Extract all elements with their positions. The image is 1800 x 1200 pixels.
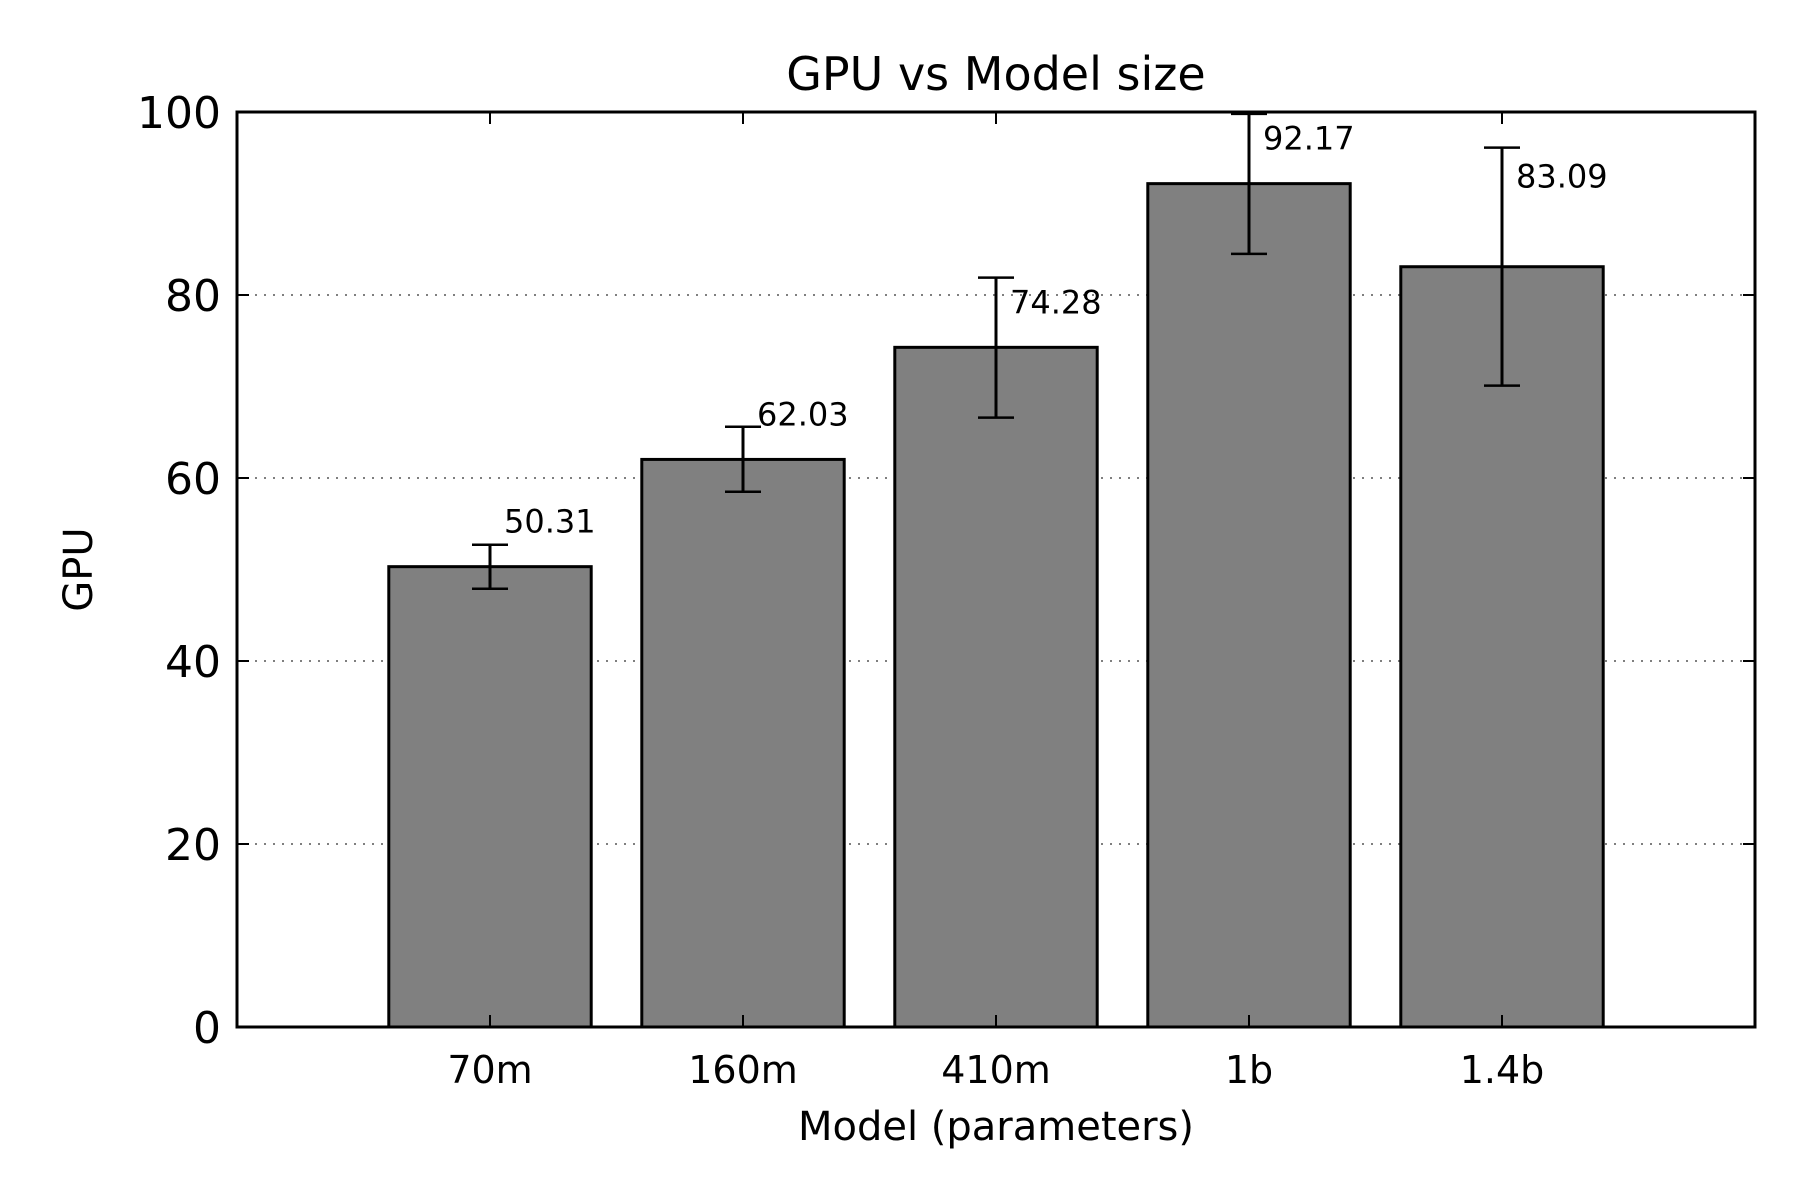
value-label: 92.17 — [1263, 120, 1355, 158]
x-tick-label: 1.4b — [1460, 1048, 1545, 1092]
y-tick-label: 40 — [165, 637, 221, 688]
bar-410m — [893, 345, 1099, 1029]
error-bars-layer — [472, 112, 1520, 590]
y-tick-label: 20 — [165, 820, 221, 871]
y-tick-label: 80 — [165, 271, 221, 322]
value-label: 74.28 — [1010, 283, 1102, 321]
bar-160m — [640, 457, 846, 1029]
chart-title: GPU vs Model size — [786, 47, 1205, 101]
value-label: 62.03 — [757, 395, 849, 433]
x-axis-label: Model (parameters) — [798, 1104, 1194, 1150]
bar-70m — [387, 565, 593, 1029]
value-label: 83.09 — [1516, 158, 1608, 196]
y-axis-label: GPU — [56, 527, 102, 611]
x-tick-label: 410m — [941, 1048, 1051, 1092]
x-tick-label: 160m — [688, 1048, 798, 1092]
x-tick-label: 70m — [447, 1048, 532, 1092]
plot-frame — [235, 110, 1757, 1029]
bar-1b — [1146, 182, 1352, 1029]
y-tick-label: 0 — [193, 1003, 221, 1054]
value-label: 50.31 — [504, 503, 596, 541]
y-tick-label: 60 — [165, 454, 221, 505]
x-tick-label: 1b — [1225, 1048, 1273, 1092]
labels-layer: 0 20 40 60 80 100 70m 160m 410m 1b 1.4b 50.31 62.03 7… — [137, 88, 1608, 1092]
y-tick-label: 100 — [137, 88, 221, 139]
